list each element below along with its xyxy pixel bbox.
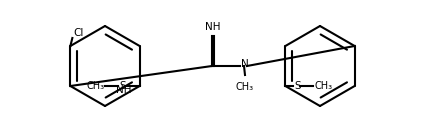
Text: Cl: Cl <box>73 28 84 38</box>
Text: CH₃: CH₃ <box>86 81 105 91</box>
Text: S: S <box>294 81 301 91</box>
Text: CH₃: CH₃ <box>236 82 254 92</box>
Text: NH: NH <box>117 85 132 95</box>
Text: N: N <box>241 59 249 69</box>
Text: CH₃: CH₃ <box>314 81 332 91</box>
Text: S: S <box>119 81 126 91</box>
Text: NH: NH <box>205 22 221 32</box>
